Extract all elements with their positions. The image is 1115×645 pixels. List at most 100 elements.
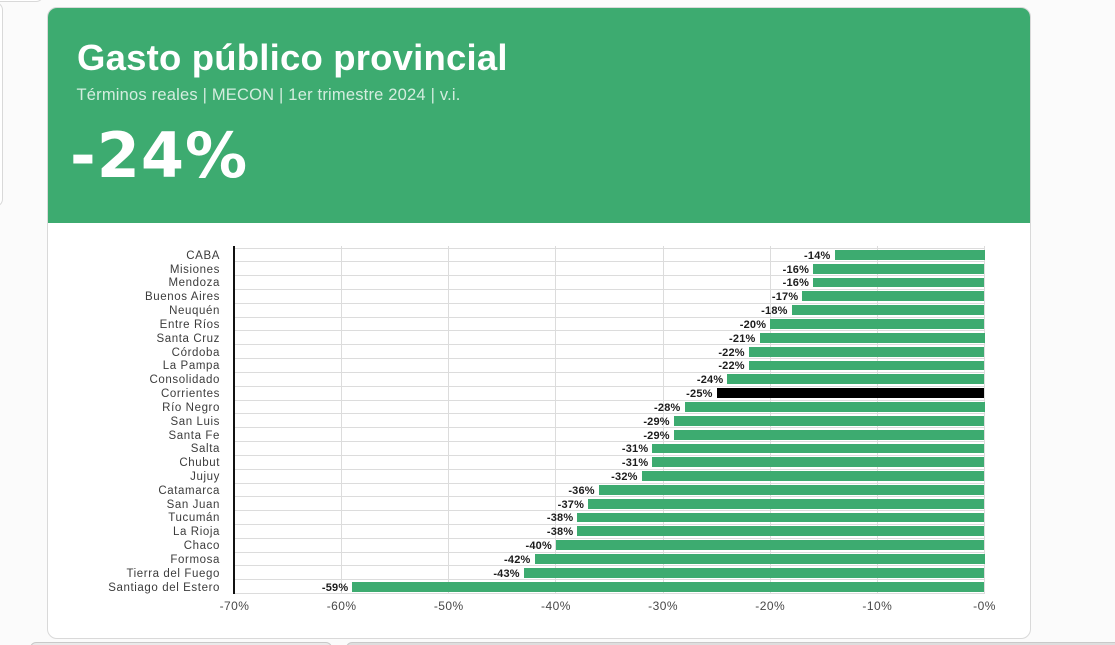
bar-value-label: -28% <box>654 401 681 414</box>
category-label: Santa Fe <box>168 429 220 442</box>
category-label: La Pampa <box>162 360 220 373</box>
category-label: Mendoza <box>168 277 220 290</box>
bar-San Juan <box>588 498 985 509</box>
x-grid-line <box>984 246 985 594</box>
row-grid-line <box>234 316 985 318</box>
category-label: CABA <box>186 249 220 262</box>
row-grid-line <box>234 344 985 346</box>
row-grid-line <box>234 427 985 429</box>
bar-value-label: -36% <box>568 484 595 497</box>
row-grid-line <box>234 302 985 304</box>
bar-Salta <box>652 443 985 454</box>
row-grid-line <box>234 358 985 360</box>
bar-Tierra del Fuego <box>523 567 985 578</box>
bar-Santiago del Estero <box>352 581 985 592</box>
category-label: Tucumán <box>168 512 220 525</box>
row-grid-line <box>234 565 985 567</box>
category-label: Tierra del Fuego <box>126 567 220 580</box>
row-grid-line <box>234 441 985 443</box>
row-grid-line <box>234 371 985 373</box>
bar-value-label: -31% <box>621 457 649 470</box>
category-label: Chubut <box>179 457 220 470</box>
x-axis-tick-label: -70% <box>219 598 250 613</box>
bar-Chubut <box>652 457 985 468</box>
x-axis-tick-label: -50% <box>433 598 464 613</box>
bar-CABA <box>834 250 985 260</box>
chart-header: Gasto público provincial Términos reales… <box>48 8 1030 223</box>
x-grid-line <box>555 246 557 594</box>
category-label: Misiones <box>169 263 220 276</box>
row-grid-line <box>234 579 985 581</box>
bar-value-label: -22% <box>718 346 745 359</box>
category-label: Río Negro <box>162 401 220 414</box>
bar-La Pampa <box>748 360 985 371</box>
bar-value-label: -37% <box>557 498 585 511</box>
row-grid-line <box>234 261 985 263</box>
row-grid-line <box>234 385 985 387</box>
y-axis-line <box>233 246 235 594</box>
partial-neighbor-card-bottom-right <box>346 642 1115 645</box>
row-grid-line <box>234 288 985 290</box>
bar-value-label: -18% <box>761 305 788 318</box>
row-grid-line <box>234 496 985 498</box>
bar-value-label: -40% <box>525 540 552 553</box>
category-label: Neuquén <box>169 305 220 318</box>
category-label: Entre Ríos <box>159 318 220 331</box>
x-axis-tick-label: -30% <box>648 598 678 613</box>
bar-Chaco <box>555 540 985 551</box>
bar-San Luis <box>673 415 985 426</box>
bar-Santa Cruz <box>759 332 985 343</box>
x-grid-line <box>341 246 343 594</box>
bar-value-label: -38% <box>546 512 574 525</box>
row-grid-line <box>234 523 985 525</box>
bar-Córdoba <box>748 346 985 357</box>
bar-value-label: -29% <box>643 415 670 428</box>
row-grid-line <box>234 551 985 553</box>
x-axis-tick-label: -60% <box>326 598 357 613</box>
row-grid-line <box>234 413 985 415</box>
bar-value-label: -31% <box>621 443 649 456</box>
chart-title: Gasto público provincial <box>77 37 508 78</box>
bar-value-label: -16% <box>782 277 810 290</box>
bar-Neuquén <box>791 305 985 316</box>
bar-value-label: -43% <box>493 567 520 580</box>
category-label: Santiago del Estero <box>108 581 220 594</box>
row-grid-line <box>234 330 985 332</box>
bar-Buenos Aires <box>802 291 985 302</box>
bar-value-label: -38% <box>546 526 574 539</box>
category-label: Catamarca <box>158 484 220 497</box>
x-axis-tick-label: -0% <box>973 598 996 613</box>
category-label: La Rioja <box>173 526 220 539</box>
bar-value-label: -20% <box>739 318 767 331</box>
category-label: San Luis <box>170 415 220 428</box>
x-axis-tick-label: -10% <box>862 598 893 613</box>
row-grid-line <box>234 275 985 277</box>
bar-value-label: -32% <box>611 470 638 483</box>
x-axis-tick-label: -20% <box>755 598 786 613</box>
row-grid-line <box>234 537 985 539</box>
chart-subtitle: Términos reales | MECON | 1er trimestre … <box>76 85 461 104</box>
bar-value-label: -24% <box>696 374 724 387</box>
headline-value: -24% <box>70 118 249 192</box>
x-grid-line <box>662 246 664 594</box>
category-label: Salta <box>190 443 220 456</box>
bar-value-label: -21% <box>729 332 756 345</box>
bar-value-label: -22% <box>718 360 745 373</box>
bar-Corrientes <box>716 388 985 399</box>
row-grid-line <box>234 482 985 484</box>
bar-value-label: -59% <box>321 581 349 594</box>
category-label: Formosa <box>170 553 220 566</box>
category-label: San Juan <box>166 498 220 511</box>
bar-Río Negro <box>684 402 985 412</box>
bar-Jujuy <box>641 471 985 481</box>
bar-Mendoza <box>813 277 985 288</box>
row-grid-line <box>234 399 985 401</box>
bar-La Rioja <box>577 526 985 537</box>
partial-neighbor-card-top <box>0 0 44 2</box>
bar-Formosa <box>534 554 985 564</box>
category-label: Córdoba <box>171 346 220 359</box>
bar-Misiones <box>813 263 985 274</box>
bar-chart-plot: -14% CABA -16% Misiones -16% Mendoza -17% Bueno… <box>108 246 995 613</box>
category-label: Jujuy <box>190 470 220 483</box>
x-grid-line <box>448 246 450 594</box>
